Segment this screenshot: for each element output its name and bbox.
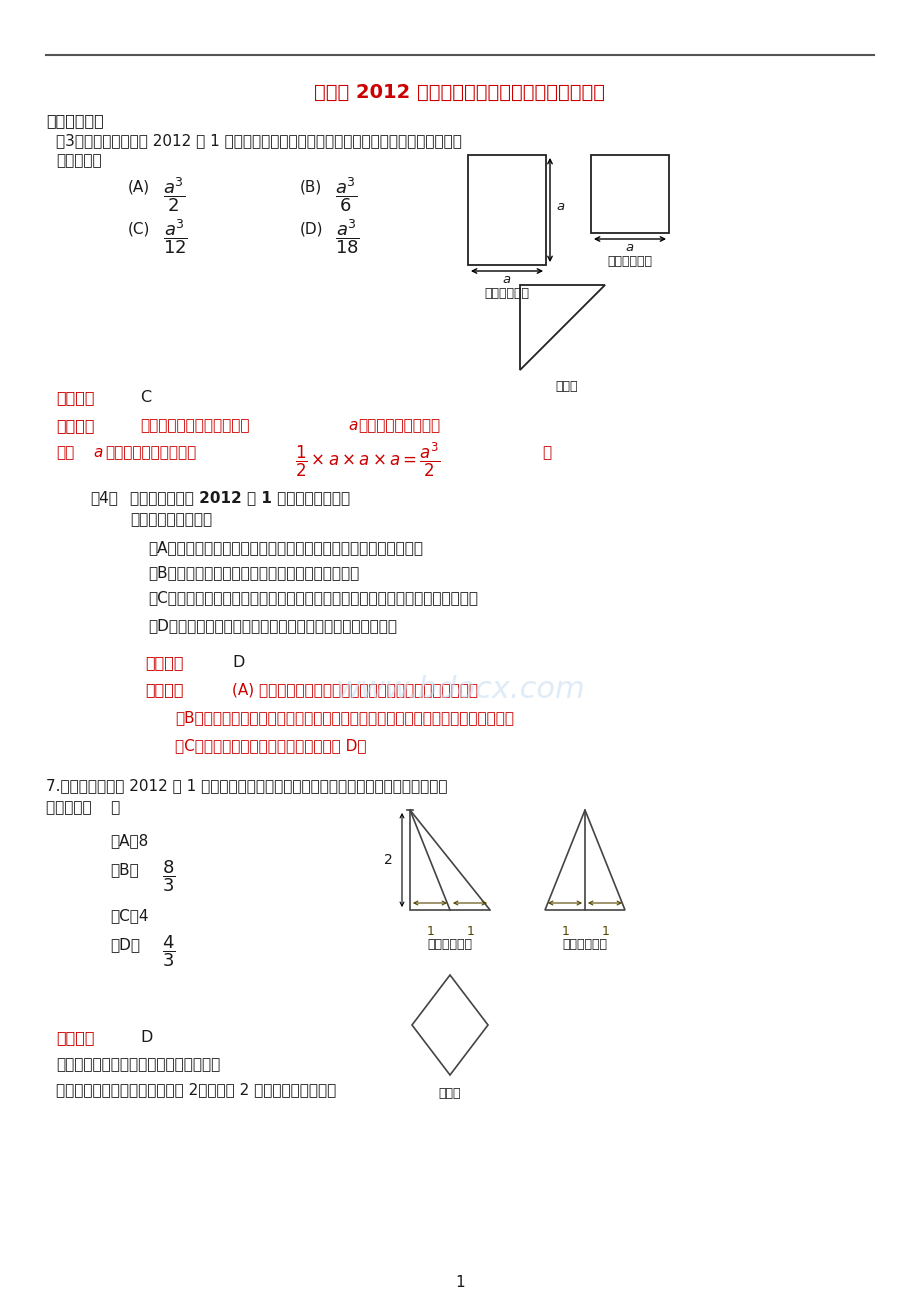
Text: （B）当直线垂直于已知平面时，过该直线的无数个平面与已知平面都垂直，故错；: （B）当直线垂直于已知平面时，过该直线的无数个平面与已知平面都垂直，故错； (175, 710, 514, 725)
Text: $a$: $a$ (555, 199, 564, 212)
Text: D: D (140, 1030, 153, 1046)
Text: 正（主）视图: 正（主）视图 (427, 937, 472, 950)
Text: （3）（北京市东城区 2012 年 1 月高三考试文科）一个几何体的三视图如图所示，则该几何: （3）（北京市东城区 2012 年 1 月高三考试文科）一个几何体的三视图如图所… (56, 133, 461, 148)
Text: （B）过一条直线有且只有一个平面与已知平面垂直: （B）过一条直线有且只有一个平面与已知平面垂直 (148, 565, 358, 579)
Text: (A) 平行于同一平面的两条直线相交、平行或异面，故错；: (A) 平行于同一平面的两条直线相交、平行或异面，故错； (232, 682, 478, 697)
Text: $\dfrac{a^3}{6}$: $\dfrac{a^3}{6}$ (335, 174, 357, 214)
Text: (A): (A) (128, 180, 150, 195)
Text: $1$: $1$ (425, 924, 434, 937)
Text: （C）4: （C）4 (110, 907, 148, 923)
Text: （B）: （B） (110, 862, 139, 878)
Text: $\dfrac{a^3}{2}$: $\dfrac{a^3}{2}$ (163, 174, 185, 214)
Text: $a$: $a$ (625, 241, 634, 254)
Text: 的直三棱柱，其体积为: 的直三棱柱，其体积为 (105, 445, 196, 460)
Text: $\dfrac{4}{3}$: $\dfrac{4}{3}$ (162, 934, 176, 969)
Text: （C）如果一条直线平行于一个平面内的一条直线，那么这条直线平行于这个平面: （C）如果一条直线平行于一个平面内的一条直线，那么这条直线平行于这个平面 (148, 590, 478, 605)
Text: D: D (232, 655, 244, 671)
Text: 侧（左）视图: 侧（左）视图 (607, 255, 652, 268)
Text: 【解析】: 【解析】 (145, 682, 183, 697)
Text: 侧（左）视图: 侧（左）视图 (562, 937, 607, 950)
Text: （D）如果两条直线都垂直于同一平面，那么这两条直线共面: （D）如果两条直线都垂直于同一平面，那么这两条直线共面 (148, 618, 397, 633)
Text: 北京市 2012 年高考数学最新联考试题分类大汇编: 北京市 2012 年高考数学最新联考试题分类大汇编 (314, 83, 605, 102)
Text: 【解析】将三视图还原直观图，可知是一: 【解析】将三视图还原直观图，可知是一 (56, 1057, 220, 1072)
Text: C: C (140, 391, 151, 405)
Bar (590, 155, 668, 233)
Text: 一、选择题：: 一、选择题： (46, 113, 104, 128)
Text: 下列命题中正确的是: 下列命题中正确的是 (130, 512, 212, 527)
Text: 【答案】: 【答案】 (56, 391, 95, 405)
Text: （A）如果两条直线都平行于同一个平面，那么这两条直线互相平行: （A）如果两条直线都平行于同一个平面，那么这两条直线互相平行 (148, 540, 423, 555)
Text: 【答案】: 【答案】 (56, 1030, 95, 1046)
Text: $1$: $1$ (560, 924, 569, 937)
Text: $\dfrac{8}{3}$: $\dfrac{8}{3}$ (162, 858, 176, 893)
Text: 【答案】: 【答案】 (145, 655, 183, 671)
Text: 7.（北京市西城区 2012 年 1 月高三期末考试理科）某几何体的三视图如图所示，该几何体: 7.（北京市西城区 2012 年 1 月高三期末考试理科）某几何体的三视图如图所… (46, 779, 447, 793)
Text: （4）: （4） (90, 490, 118, 505)
Text: $1$: $1$ (465, 924, 474, 937)
Text: （D）: （D） (110, 937, 140, 952)
Text: $\dfrac{a^3}{12}$: $\dfrac{a^3}{12}$ (163, 217, 187, 255)
Text: www.bdocx.com: www.bdocx.com (335, 674, 584, 704)
Text: 。: 。 (541, 445, 550, 460)
Bar (468, 155, 545, 266)
Text: $a$: $a$ (347, 418, 358, 434)
Text: 的体积是（    ）: 的体积是（ ） (46, 799, 120, 815)
Text: （C）该直线可能在平面内，故错；故选 D。: （C）该直线可能在平面内，故错；故选 D。 (175, 738, 366, 753)
Text: 的等腰直角三角形，: 的等腰直角三角形， (357, 418, 439, 434)
Text: (B): (B) (300, 180, 322, 195)
Text: 俯视图: 俯视图 (438, 1087, 460, 1100)
Text: (D): (D) (300, 223, 323, 237)
Text: $1$: $1$ (600, 924, 608, 937)
Text: $a$: $a$ (93, 445, 103, 460)
Text: (C): (C) (128, 223, 150, 237)
Text: （A）8: （A）8 (110, 833, 148, 848)
Text: $a$: $a$ (502, 273, 511, 286)
Text: 高为: 高为 (56, 445, 74, 460)
Text: 俯视图: 俯视图 (555, 380, 578, 393)
Text: 【解析】: 【解析】 (56, 418, 95, 434)
Text: $\dfrac{a^3}{18}$: $\dfrac{a^3}{18}$ (335, 217, 359, 255)
Text: 个底面为正方形（其对角线长为 2），高为 2 的四棱锥，其体积为: 个底面为正方形（其对角线长为 2），高为 2 的四棱锥，其体积为 (56, 1082, 335, 1098)
Text: $2$: $2$ (382, 853, 391, 867)
Text: 该几何体为底面是直角边为: 该几何体为底面是直角边为 (140, 418, 249, 434)
Text: 1: 1 (455, 1275, 464, 1290)
Text: （北京市东城区 2012 年 1 月高三考试文科）: （北京市东城区 2012 年 1 月高三考试文科） (130, 490, 350, 505)
Text: 体的体积为: 体的体积为 (56, 154, 101, 168)
Text: $\dfrac{1}{2}\times a\times a\times a=\dfrac{a^3}{2}$: $\dfrac{1}{2}\times a\times a\times a=\d… (295, 441, 440, 479)
Text: 正（主）视图: 正（主）视图 (484, 286, 529, 299)
